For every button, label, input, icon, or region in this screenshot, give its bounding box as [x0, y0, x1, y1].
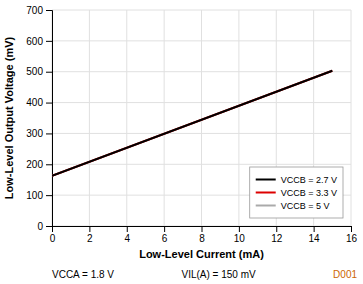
legend-label: VCCB = 2.7 V — [281, 175, 337, 185]
x-tick-label: 12 — [271, 233, 283, 244]
x-tick-mark — [351, 226, 352, 232]
x-axis-title: Low-Level Current (mA) — [139, 248, 264, 260]
x-tick-label: 6 — [162, 233, 168, 244]
y-tick-label: 200 — [26, 159, 43, 170]
legend-swatch — [256, 192, 276, 194]
x-tick-label: 2 — [87, 233, 93, 244]
grid-line-y — [52, 164, 351, 165]
annotation: VCCA = 1.8 V — [52, 269, 114, 280]
y-tick-mark — [46, 133, 52, 134]
y-tick: 700 — [26, 5, 52, 16]
grid-line-x — [126, 10, 127, 226]
legend-box — [250, 167, 343, 218]
x-tick-label: 0 — [50, 233, 56, 244]
x-tick: 6 — [162, 226, 168, 244]
y-tick-mark — [46, 103, 52, 104]
y-tick-label: 700 — [26, 5, 43, 16]
x-tick: 8 — [199, 226, 205, 244]
grid-line-y — [52, 10, 351, 11]
y-tick: 0 — [37, 221, 52, 232]
y-tick-mark — [46, 195, 52, 196]
grid-line-y — [52, 133, 351, 134]
y-axis: 0 100 200 300 400 500 600 700 — [26, 5, 52, 232]
x-tick-mark — [239, 226, 240, 232]
y-tick-label: 400 — [26, 97, 43, 108]
y-tick: 100 — [26, 190, 52, 201]
y-axis-title: Low-Level Output Voltage (mV) — [3, 36, 15, 199]
x-tick: 4 — [124, 226, 130, 244]
series-line — [52, 71, 332, 176]
x-axis-line — [53, 227, 352, 233]
legend-swatch — [256, 179, 276, 181]
legend-label: VCCB = 5 V — [281, 201, 330, 211]
y-tick-label: 500 — [26, 66, 43, 77]
x-tick-mark — [89, 226, 90, 232]
y-tick-mark — [46, 41, 52, 42]
series-line — [52, 71, 332, 176]
y-tick: 600 — [26, 36, 52, 47]
grid-line-y — [52, 102, 351, 103]
grid-line-y — [52, 40, 351, 41]
y-tick: 200 — [26, 159, 52, 170]
grid-line-x — [201, 10, 202, 226]
y-tick-label: 300 — [26, 128, 43, 139]
series-line — [52, 71, 332, 176]
y-tick-label: 100 — [26, 190, 43, 201]
y-axis-line — [46, 11, 53, 227]
grid-line-x — [238, 10, 239, 226]
grid-line-x — [89, 10, 90, 226]
x-tick-label: 14 — [309, 233, 321, 244]
x-tick-label: 16 — [346, 233, 358, 244]
y-tick-label: 0 — [37, 221, 43, 232]
y-tick: 300 — [26, 128, 52, 139]
legend-swatch — [256, 205, 276, 207]
y-tick-label: 600 — [26, 36, 43, 47]
x-tick: 0 — [50, 226, 56, 244]
y-tick-mark — [46, 164, 52, 165]
x-tick: 16 — [346, 226, 358, 244]
x-tick-label: 8 — [199, 233, 205, 244]
y-tick: 500 — [26, 66, 52, 77]
x-tick-mark — [314, 226, 315, 232]
legend-label: VCCB = 3.3 V — [281, 188, 337, 198]
x-tick: 12 — [271, 226, 283, 244]
x-tick: 14 — [309, 226, 321, 244]
x-tick-label: 4 — [124, 233, 130, 244]
x-tick-mark — [127, 226, 128, 232]
grid-line-y — [52, 71, 351, 72]
lines — [52, 71, 332, 176]
plot: 0 2 4 6 8 10 12 14 16 0 100 200 300 400 500 600 700 VCCB … — [26, 5, 357, 244]
x-tick-mark — [164, 226, 165, 232]
x-tick: 2 — [87, 226, 93, 244]
y-tick-mark — [46, 10, 52, 11]
x-tick-mark — [276, 226, 277, 232]
chart: 0 2 4 6 8 10 12 14 16 0 100 200 300 400 500 600 700 VCCB … — [0, 0, 363, 284]
x-tick-label: 10 — [234, 233, 246, 244]
grid-line-x — [164, 10, 165, 226]
y-tick: 400 — [26, 97, 52, 108]
annotation: D001 — [333, 269, 357, 280]
y-tick-mark — [46, 226, 52, 227]
grid-line-x — [351, 10, 352, 226]
grid — [52, 10, 351, 226]
legend: VCCB = 2.7 V VCCB = 3.3 V VCCB = 5 V — [250, 167, 343, 218]
x-tick: 10 — [234, 226, 246, 244]
x-tick-mark — [202, 226, 203, 232]
annotation: VIL(A) = 150 mV — [182, 269, 257, 280]
y-tick-mark — [46, 72, 52, 73]
x-axis: 0 2 4 6 8 10 12 14 16 — [50, 226, 358, 244]
